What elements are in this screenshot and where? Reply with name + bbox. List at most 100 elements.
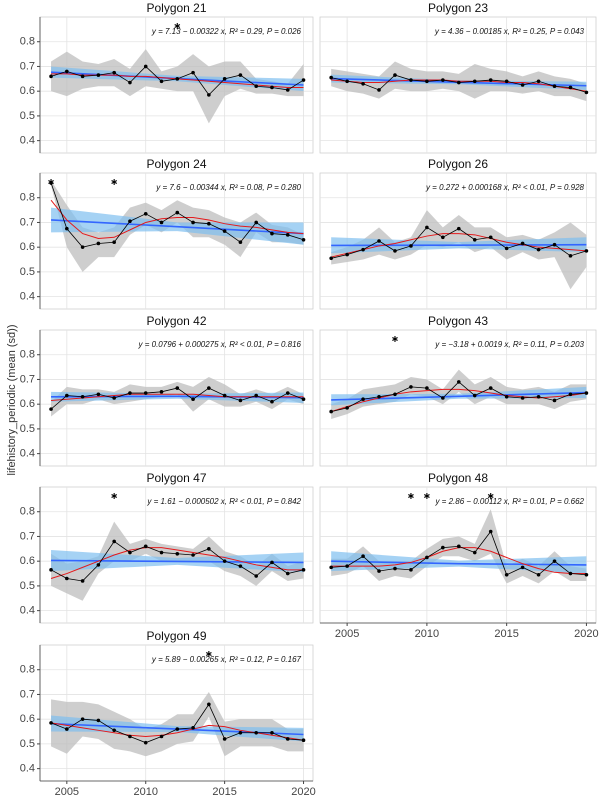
x-tick-label: 2010 — [133, 786, 157, 798]
y-tick-label: 0.8 — [20, 349, 35, 361]
mean-point — [254, 220, 258, 225]
mean-point — [222, 77, 227, 81]
mean-point — [49, 721, 53, 725]
mean-point — [409, 244, 413, 248]
mean-point — [65, 393, 69, 398]
mean-point — [222, 229, 227, 233]
y-tick-label: 0.6 — [20, 85, 35, 97]
mean-point — [80, 245, 85, 249]
y-tick-label: 0.8 — [20, 506, 35, 518]
smooth-line — [51, 393, 304, 401]
mean-point — [128, 550, 132, 555]
mean-point — [285, 391, 290, 395]
mean-point — [65, 576, 69, 581]
mean-point — [520, 241, 525, 246]
star-stroke — [111, 494, 118, 498]
panel-title: Polygon 43 — [428, 314, 488, 328]
equation-annotation: y = −3.18 + 0.0019 x, R² = 0.11, P = 0.2… — [434, 340, 584, 349]
mean-point — [96, 563, 101, 567]
mean-point — [301, 78, 306, 82]
mean-point — [536, 247, 541, 252]
mean-point — [441, 235, 445, 240]
mean-point — [128, 219, 132, 224]
y-tick-label: 0.4 — [20, 135, 35, 147]
y-tick-label: 0.8 — [20, 664, 35, 676]
panel: Polygon 47 0.4 0.5 0.6 0.7 0.8 y = 1.61 − 0.00… — [20, 471, 314, 624]
mean-point — [207, 547, 211, 551]
mean-point — [128, 80, 132, 85]
equation-annotation: y = 7.13 − 0.00322 x, R² = 0.29, P = 0.0… — [151, 27, 302, 36]
panel-title: Polygon 48 — [428, 471, 488, 485]
y-tick-label: 0.5 — [20, 266, 35, 278]
y-tick-label: 0.6 — [20, 713, 35, 725]
mean-point — [254, 393, 258, 398]
panel: Polygon 23 y = 4.36 − 0.00185 x, R² = 0.2… — [319, 1, 597, 154]
smooth-line — [50, 199, 304, 240]
panel-title: Polygon 26 — [428, 157, 488, 171]
mean-point — [456, 380, 461, 384]
mean-point — [425, 79, 429, 84]
y-tick-label: 0.6 — [20, 555, 35, 567]
trend-line — [51, 559, 304, 564]
mean-point — [488, 235, 493, 240]
mean-point — [425, 386, 429, 390]
mean-point — [175, 210, 180, 215]
mean-point — [472, 79, 477, 84]
y-tick-label: 0.7 — [20, 688, 35, 700]
mean-point — [472, 237, 477, 242]
mean-point — [49, 74, 53, 79]
mean-point — [65, 226, 69, 231]
y-tick-label: 0.5 — [20, 738, 35, 750]
mean-point — [254, 574, 258, 578]
significance-star — [111, 179, 118, 185]
mean-point — [238, 240, 243, 245]
mean-point — [329, 75, 333, 80]
mean-point — [409, 385, 413, 389]
smooth-line — [50, 547, 304, 579]
equation-annotation: y = 4.36 − 0.00185 x, R² = 0.25, P = 0.0… — [434, 27, 585, 36]
mean-point — [520, 396, 525, 400]
panel: Polygon 49 0.4 0.5 0.6 0.7 0.8 2005 2010 2015 202… — [20, 629, 316, 798]
mean-point — [504, 246, 509, 251]
mean-point — [143, 740, 148, 745]
mean-point — [270, 399, 274, 404]
y-tick-label: 0.5 — [20, 580, 35, 592]
mean-point — [504, 572, 509, 577]
mean-point — [49, 568, 53, 572]
mean-point — [238, 564, 243, 568]
equation-annotation: y = 0.0796 + 0.000275 x, R² < 0.01, P = … — [138, 340, 302, 349]
mean-point — [472, 393, 477, 398]
significance-star — [174, 23, 181, 29]
mean-point — [159, 79, 164, 84]
x-tick-label: 2005 — [335, 628, 359, 640]
y-tick-label: 0.7 — [20, 530, 35, 542]
x-tick-label: 2010 — [415, 628, 439, 640]
mean-point — [441, 396, 445, 400]
mean-point — [584, 249, 589, 253]
panel: Polygon 48 2005 2010 2015 2020 y = 2.86 − 0.0… — [319, 471, 599, 640]
y-tick-label: 0.5 — [20, 423, 35, 435]
y-tick-label: 0.4 — [20, 605, 35, 617]
star-stroke — [205, 652, 212, 656]
y-tick-label: 0.8 — [20, 36, 35, 48]
mean-point — [285, 571, 290, 576]
mean-point — [238, 73, 243, 77]
mean-point — [96, 392, 101, 397]
star-stroke — [424, 494, 430, 498]
mean-point — [568, 392, 573, 397]
x-tick-label: 2015 — [494, 628, 518, 640]
mean-point — [361, 397, 365, 402]
mean-point — [536, 572, 541, 577]
y-tick-label: 0.7 — [20, 216, 35, 228]
x-tick-label: 2005 — [55, 786, 79, 798]
mean-point — [80, 394, 85, 399]
sd-band — [51, 49, 304, 124]
smooth-line — [331, 388, 587, 413]
y-axis-label: lifehistory_periodic (mean (sd)) — [6, 325, 18, 476]
x-tick-label: 2020 — [574, 628, 598, 640]
mean-point — [520, 565, 525, 570]
panel-title: Polygon 49 — [146, 629, 206, 643]
mean-point — [377, 239, 381, 243]
mean-point — [96, 241, 101, 246]
mean-point — [301, 568, 306, 572]
